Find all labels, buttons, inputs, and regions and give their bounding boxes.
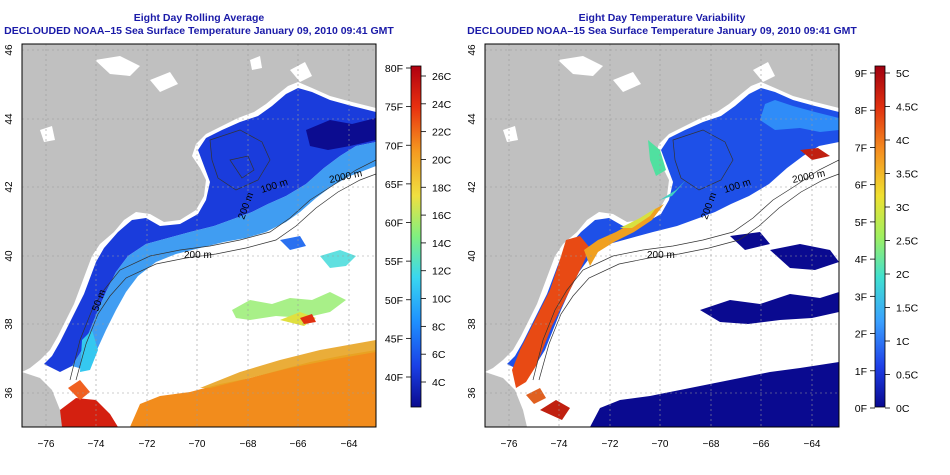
colorbar-tick-label: 4.5C	[896, 102, 919, 114]
left-title: Eight Day Rolling Average	[134, 12, 265, 24]
left-subtitle: DECLOUDED NOAA–15 Sea Surface Temperatur…	[4, 25, 394, 37]
colorbar-tick-label: 20C	[432, 154, 452, 166]
colorbar-tick-label: 70F	[385, 140, 403, 152]
right-low-variability	[507, 88, 839, 372]
right-x-tick: −76	[501, 439, 518, 450]
left-warm-water	[130, 350, 376, 427]
colorbar-tick-label: 10C	[432, 294, 452, 306]
left-panel: Eight Day Rolling Average DECLOUDED NOAA…	[4, 12, 452, 450]
left-x-tick: −76	[38, 439, 55, 450]
left-contour-label-200b: 200 m	[184, 250, 212, 261]
colorbar-tick-label: 4C	[896, 135, 910, 147]
colorbar-tick-label: 7F	[855, 142, 867, 154]
colorbar-tick-label: 0F	[855, 403, 867, 415]
colorbar-tick-label: 80F	[385, 63, 403, 75]
right-y-axis: 46 44 42 40 38 36	[467, 44, 478, 399]
right-x-tick: −70	[652, 439, 669, 450]
left-land	[22, 44, 376, 372]
right-map	[485, 44, 839, 427]
left-y-axis: 46 44 42 40 38 36	[4, 44, 15, 399]
left-y-tick: 44	[4, 113, 15, 125]
left-map	[22, 44, 376, 427]
colorbar-tick-label: 9F	[855, 68, 867, 80]
left-x-tick: −72	[139, 439, 156, 450]
right-grid	[485, 44, 839, 427]
right-colorbar: 9F 8F 7F 6F 5F 4F 3F 2F 1F 0F 5C 4.5C 4C 3.5C 3C 2.5C 2…	[855, 65, 919, 415]
right-x-tick: −66	[753, 439, 770, 450]
colorbar-tick-label: 8F	[855, 105, 867, 117]
left-x-tick: −64	[341, 439, 358, 450]
colorbar-tick-label: 2C	[896, 269, 910, 281]
left-map-frame	[21, 43, 377, 428]
colorbar-tick-label: 40F	[385, 372, 403, 384]
right-y-tick: 46	[467, 44, 478, 56]
colorbar-tick-label: 60F	[385, 218, 403, 230]
right-x-axis: −76 −74 −72 −70 −68 −66 −64	[501, 439, 821, 450]
left-x-tick: −74	[88, 439, 105, 450]
right-subtitle: DECLOUDED NOAA–15 Sea Surface Temperatur…	[467, 25, 857, 37]
colorbar-tick-label: 8C	[432, 321, 446, 333]
right-title: Eight Day Temperature Variability	[579, 12, 746, 24]
colorbar-tick-label: 6F	[855, 180, 867, 192]
right-y-tick: 44	[467, 113, 478, 125]
colorbar-tick-label: 2F	[855, 329, 867, 341]
colorbar-tick-label: 5F	[855, 217, 867, 229]
colorbar-tick-label: 16C	[432, 210, 452, 222]
left-y-tick: 42	[4, 181, 15, 193]
left-x-tick: −68	[240, 439, 257, 450]
colorbar-tick-label: 5C	[896, 68, 910, 80]
right-colorbar-gradient	[874, 65, 886, 408]
right-y-tick: 38	[467, 318, 478, 330]
colorbar-tick-label: 2.5C	[896, 236, 919, 248]
right-contour-label-200b: 200 m	[647, 250, 675, 261]
colorbar-tick-label: 22C	[432, 127, 452, 139]
left-colorbar: 80F 75F 70F 65F 60F 55F 50F 45F 40F 26C 24C 22C 20C…	[385, 63, 452, 408]
left-x-tick: −70	[189, 439, 206, 450]
left-y-tick: 38	[4, 318, 15, 330]
colorbar-tick-label: 50F	[385, 295, 403, 307]
colorbar-tick-label: 6C	[432, 349, 446, 361]
colorbar-tick-label: 65F	[385, 179, 403, 191]
colorbar-tick-label: 3C	[896, 202, 910, 214]
right-map-frame	[484, 43, 840, 428]
right-contours	[532, 129, 839, 381]
right-high-variability	[512, 236, 590, 388]
right-y-tick: 36	[467, 387, 478, 399]
right-panel: Eight Day Temperature Variability DECLOU…	[467, 12, 919, 450]
colorbar-tick-label: 26C	[432, 71, 452, 83]
colorbar-tick-label: 4F	[855, 254, 867, 266]
colorbar-tick-label: 75F	[385, 102, 403, 114]
colorbar-tick-label: 4C	[432, 377, 446, 389]
right-x-tick: −74	[551, 439, 568, 450]
colorbar-tick-label: 3F	[855, 291, 867, 303]
colorbar-tick-label: 1C	[896, 336, 910, 348]
colorbar-tick-label: 0.5C	[896, 370, 919, 382]
left-grid	[22, 44, 376, 427]
left-x-axis: −76 −74 −72 −70 −68 −66 −64	[38, 439, 358, 450]
colorbar-tick-label: 45F	[385, 333, 403, 345]
left-contours	[69, 129, 376, 381]
colorbar-tick-label: 12C	[432, 266, 452, 278]
left-y-tick: 46	[4, 44, 15, 56]
colorbar-tick-label: 55F	[385, 256, 403, 268]
left-y-tick: 40	[4, 250, 15, 262]
colorbar-tick-label: 3.5C	[896, 169, 919, 181]
right-x-tick: −72	[602, 439, 619, 450]
right-y-tick: 40	[467, 250, 478, 262]
left-y-tick: 36	[4, 387, 15, 399]
left-cold-water	[44, 88, 376, 372]
right-x-tick: −68	[703, 439, 720, 450]
left-colorbar-gradient	[410, 65, 422, 408]
right-land	[485, 44, 839, 372]
colorbar-tick-label: 24C	[432, 99, 452, 111]
left-x-tick: −66	[290, 439, 307, 450]
colorbar-tick-label: 0C	[896, 403, 910, 415]
right-x-tick: −64	[804, 439, 821, 450]
colorbar-tick-label: 1.5C	[896, 303, 919, 315]
colorbar-tick-label: 18C	[432, 182, 452, 194]
colorbar-tick-label: 14C	[432, 238, 452, 250]
right-y-tick: 42	[467, 181, 478, 193]
colorbar-tick-label: 1F	[855, 366, 867, 378]
